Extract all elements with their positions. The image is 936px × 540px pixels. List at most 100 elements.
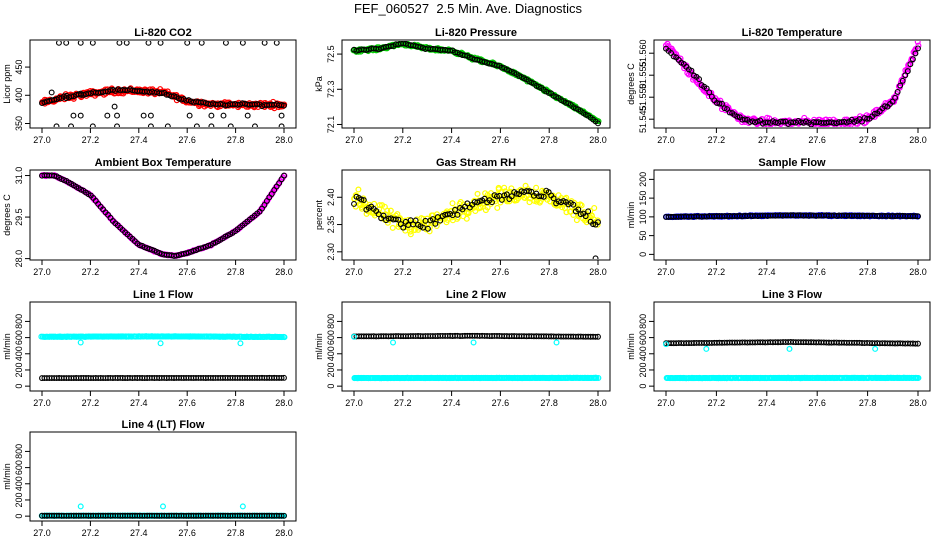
data-point	[726, 109, 733, 116]
x-tick-label: 27.2	[708, 267, 726, 277]
data-point	[498, 196, 505, 203]
plot-title: Li-820 CO2	[134, 27, 191, 39]
data-point	[688, 67, 695, 74]
y-tick-label: 51.545	[638, 105, 648, 133]
y-tick-label: 0	[14, 514, 24, 519]
plot-frame	[341, 301, 611, 392]
x-tick-label: 27.6	[808, 267, 826, 277]
plot-pressure: Li-820 Pressure 27.0 27.2 27.4 27.6 27.8 28.0 7…	[314, 27, 611, 145]
data-point	[752, 119, 759, 126]
series-temp-avg	[663, 45, 921, 127]
y-tick-label: 28.0	[14, 250, 24, 268]
x-tick-label: 27.4	[758, 398, 776, 408]
data-point	[716, 100, 723, 107]
data-point	[595, 374, 602, 381]
data-point	[104, 112, 111, 119]
x-tick-label: 27.2	[82, 135, 100, 145]
x-tick-label: 27.4	[443, 267, 461, 277]
x-tick-label: 27.2	[708, 135, 726, 145]
x-tick-label: 27.4	[758, 135, 776, 145]
data-point	[590, 221, 597, 228]
data-point	[706, 89, 713, 96]
data-point	[461, 52, 468, 59]
data-point	[437, 217, 444, 224]
y-tick-label: 200	[638, 362, 648, 377]
plot-line2: Line 2 Flow 27.0 27.2 27.4 27.6 27.8 28.0 0 2004…	[314, 289, 611, 408]
data-point	[395, 216, 402, 223]
data-point	[376, 202, 383, 209]
data-point	[582, 213, 589, 220]
y-tick-label: 72.1	[326, 116, 336, 134]
y-tick-label: 200	[14, 362, 24, 377]
data-point	[593, 374, 600, 381]
data-point	[662, 42, 669, 49]
data-point	[392, 216, 399, 223]
y-tick-label: 450	[14, 60, 24, 75]
points-layer	[38, 503, 288, 519]
data-point	[114, 123, 120, 127]
data-point	[578, 202, 585, 209]
x-tick-label: 27.8	[227, 528, 245, 538]
data-point	[208, 112, 215, 119]
plot-title: Ambient Box Temperature	[95, 157, 232, 169]
y-tick-label: 200	[14, 492, 24, 507]
data-point	[915, 340, 921, 347]
data-point	[447, 47, 454, 54]
data-point	[360, 197, 367, 203]
series-line3-raw	[663, 374, 922, 382]
x-tick-label: 27.4	[443, 398, 461, 408]
x-tick-label: 28.0	[589, 267, 607, 277]
y-tick-label: 400	[14, 346, 24, 361]
data-point	[703, 345, 710, 352]
x-tick-label: 27.0	[33, 267, 51, 277]
x-tick-label: 27.8	[859, 267, 877, 277]
data-point	[894, 88, 901, 95]
x-tick-label: 28.0	[909, 267, 927, 277]
x-tick-label: 27.6	[492, 267, 510, 277]
data-point	[164, 123, 171, 127]
plot-title: Line 1 Flow	[133, 289, 193, 301]
plot-licor_temp: Li-820 Temperature 27.0 27.2 27.4 27.6 27.8 28…	[626, 27, 931, 145]
plot-title: Line 4 (LT) Flow	[122, 419, 205, 431]
data-point	[128, 333, 135, 340]
data-point	[89, 123, 96, 127]
data-point	[56, 95, 63, 101]
y-tick-label: 51.555	[638, 61, 648, 89]
y-axis-label: Licor ppm	[2, 64, 12, 104]
series-line4-spikes	[77, 503, 246, 510]
data-point	[412, 217, 419, 224]
data-point	[278, 123, 285, 127]
data-point	[281, 334, 288, 341]
data-point	[198, 41, 205, 46]
x-tick-label: 27.4	[130, 398, 148, 408]
data-point	[261, 41, 268, 46]
data-point	[595, 219, 601, 226]
plot-title: Line 3 Flow	[762, 289, 822, 301]
series-line2-dips	[351, 333, 560, 346]
x-tick-label: 27.8	[859, 398, 877, 408]
data-point	[871, 110, 878, 117]
data-point	[55, 41, 62, 46]
y-tick-label: 0	[14, 384, 24, 389]
series-line3-avg	[663, 339, 921, 347]
data-point	[158, 90, 165, 97]
data-point	[278, 374, 285, 381]
data-point	[136, 242, 143, 249]
x-tick-label: 27.6	[178, 267, 196, 277]
y-tick-label: 800	[14, 314, 24, 329]
y-axis-label: degrees C	[626, 63, 636, 105]
data-point	[77, 503, 84, 510]
data-point	[501, 184, 508, 191]
data-point	[493, 62, 500, 69]
series-pressure-raw	[350, 41, 602, 125]
points-layer	[39, 41, 288, 127]
x-tick-label: 27.2	[394, 267, 412, 277]
plot-title: Li-820 Pressure	[435, 27, 517, 39]
x-tick-label: 28.0	[275, 398, 293, 408]
data-point	[906, 374, 913, 381]
data-point	[227, 123, 234, 127]
data-point	[252, 123, 258, 127]
data-point	[493, 193, 500, 200]
plot-frame	[29, 431, 297, 522]
data-point	[234, 101, 241, 108]
